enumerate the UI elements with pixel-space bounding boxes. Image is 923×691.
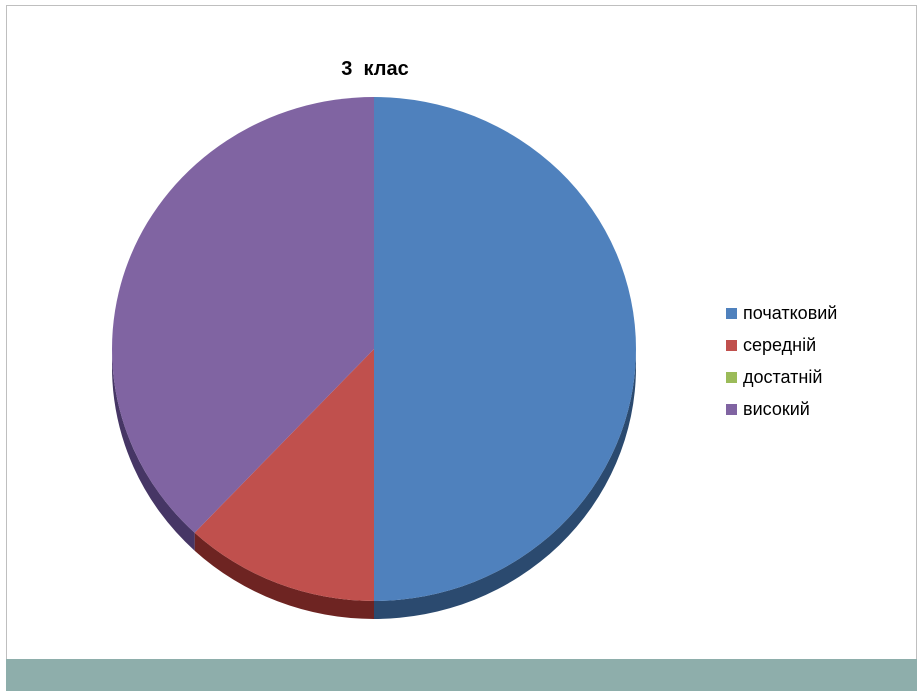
legend-label: початковий: [743, 302, 838, 323]
legend-label: середній: [743, 334, 817, 355]
legend-label: високий: [743, 398, 810, 419]
legend: початковий середній достатній високий: [726, 297, 837, 425]
legend-item: достатній: [726, 361, 837, 393]
pie-depth: [112, 349, 636, 619]
pie-slice-початковий: [374, 97, 636, 601]
legend-item: початковий: [726, 297, 837, 329]
legend-swatch: [726, 339, 737, 351]
legend-item: високий: [726, 393, 837, 425]
chart-title: 3 клас: [341, 58, 409, 80]
legend-label: достатній: [743, 366, 823, 387]
pie-slice-середній: [194, 349, 374, 601]
pie-slice-високий: [111, 97, 374, 533]
pie-side-1: [194, 532, 374, 619]
legend-swatch: [726, 371, 737, 383]
footer-band: [6, 659, 917, 691]
legend-swatch: [726, 403, 737, 415]
legend-item: середній: [726, 329, 837, 361]
legend-swatch: [726, 307, 737, 319]
pie-side-3: [112, 349, 195, 551]
